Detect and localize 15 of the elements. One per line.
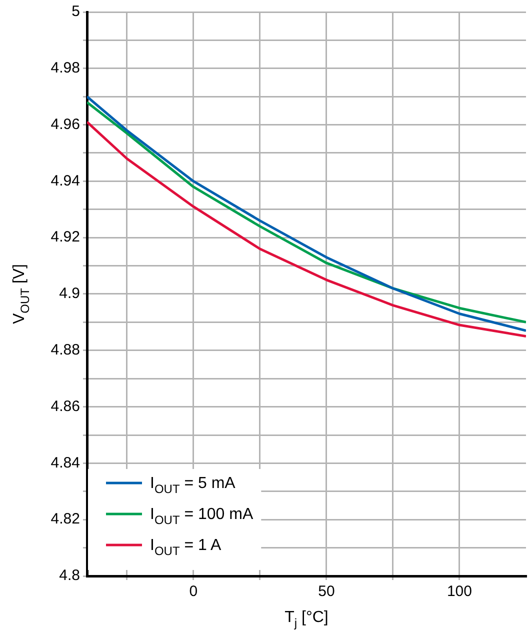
y-tick-label: 4.84 — [50, 454, 80, 472]
y-tick-label: 4.94 — [50, 172, 80, 190]
y-tick-label: 4.88 — [50, 342, 80, 359]
y-tick-label: 4.82 — [50, 510, 80, 528]
y-tick-label: 5 — [72, 3, 80, 20]
y-tick-label: 4.8 — [59, 567, 80, 584]
y-tick-label: 4.98 — [50, 60, 80, 77]
y-tick-label: 4.96 — [50, 116, 80, 133]
x-tick-label: 100 — [446, 583, 472, 600]
x-tick-label: 50 — [318, 583, 335, 600]
y-axis-title: VOUT [V] — [11, 264, 32, 324]
y-tick-label: 4.92 — [50, 228, 80, 246]
y-tick-label: 4.86 — [50, 398, 80, 415]
y-tick-label: 4.9 — [59, 285, 80, 302]
x-tick-label: 0 — [189, 583, 198, 600]
